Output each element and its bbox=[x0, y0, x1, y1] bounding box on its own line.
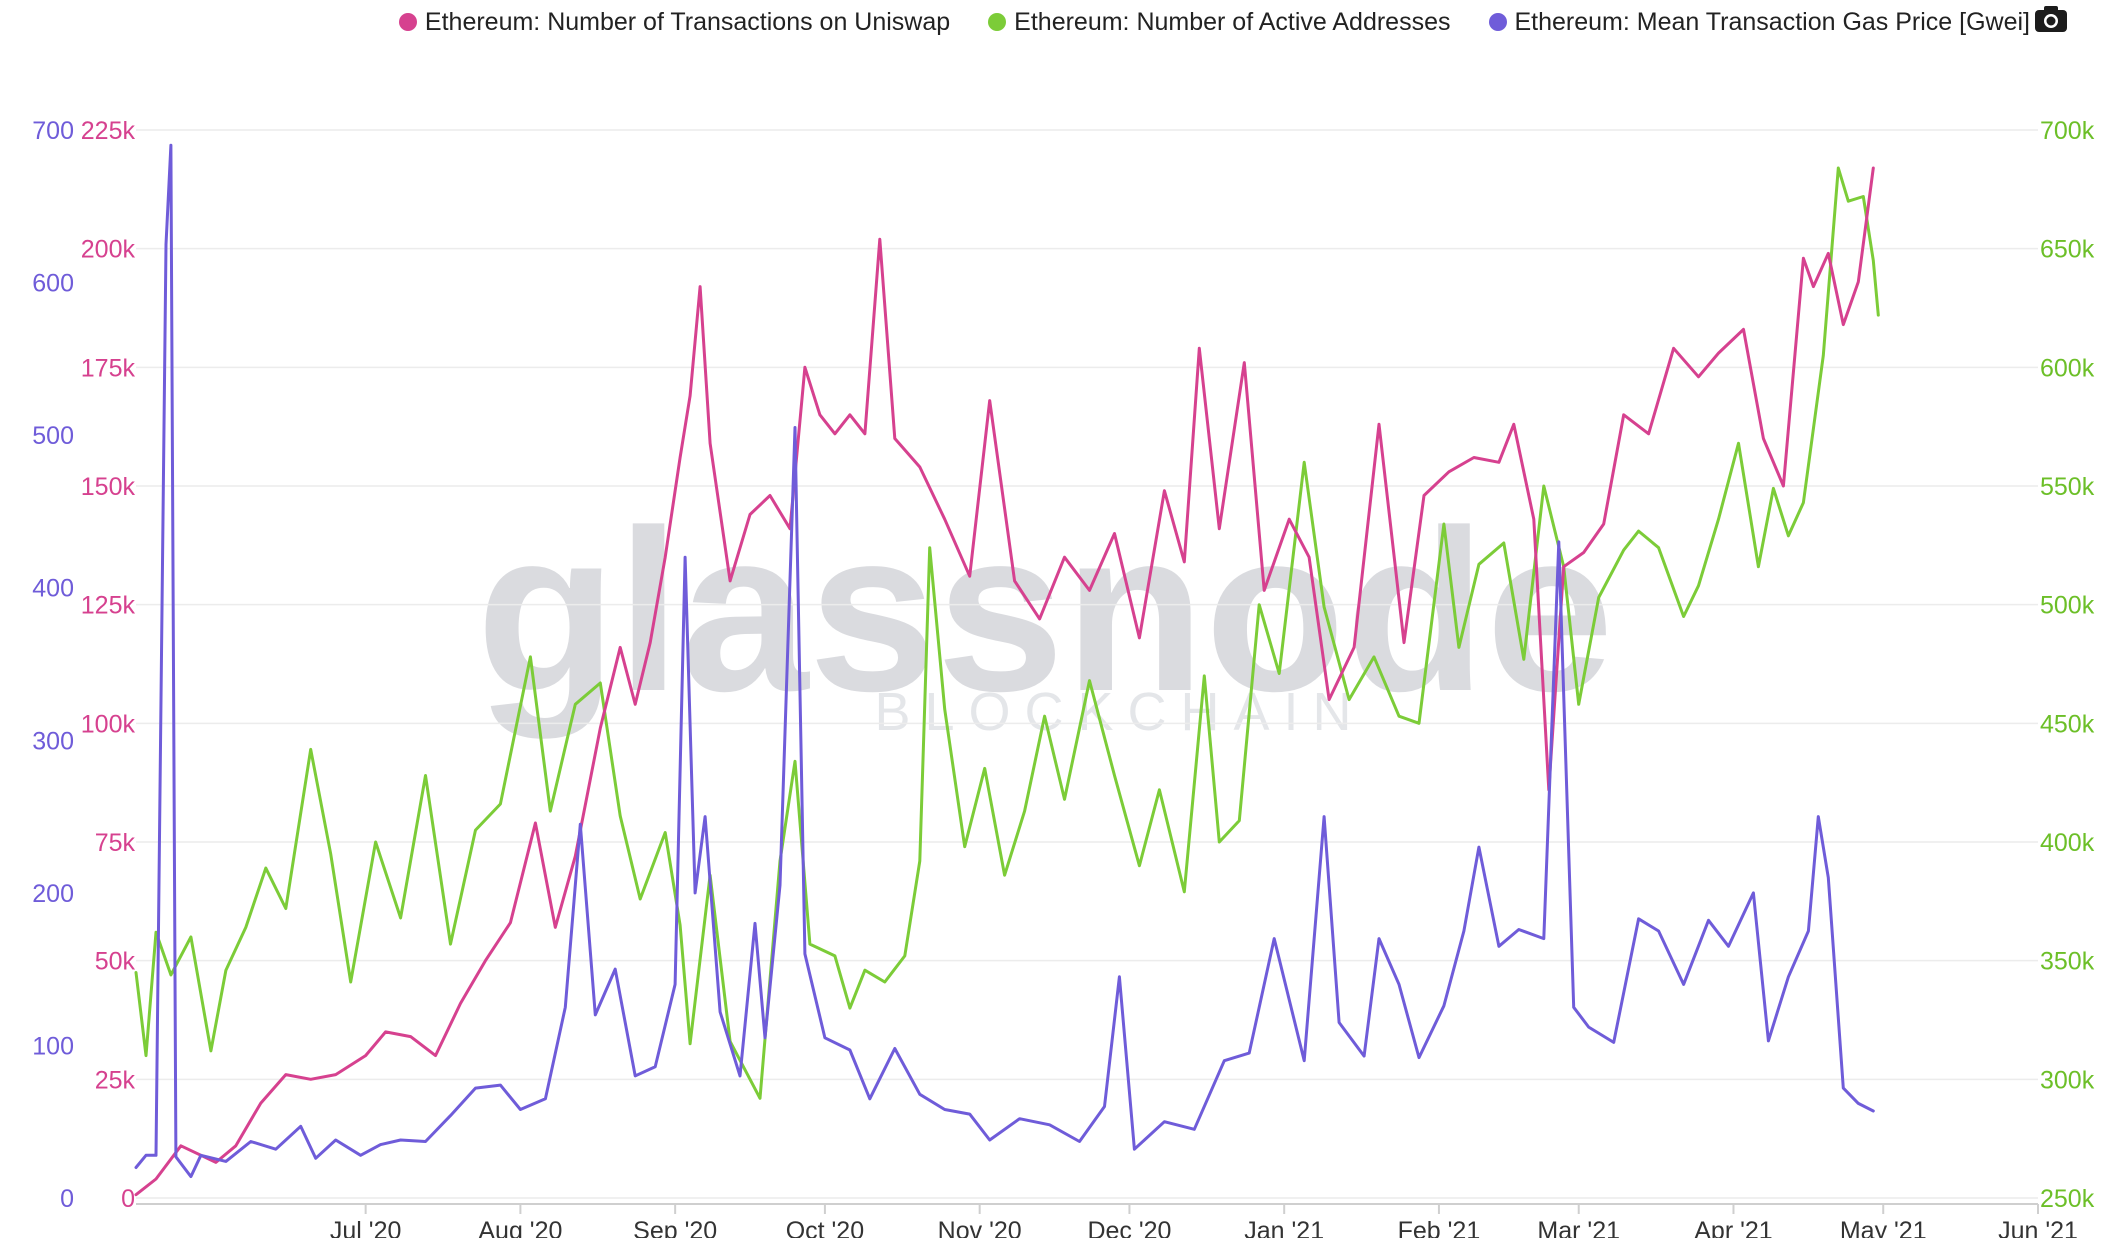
legend-item-active-addresses[interactable]: Ethereum: Number of Active Addresses bbox=[988, 7, 1451, 37]
y-left-tick-gas: 700 bbox=[32, 117, 74, 145]
x-tick-label: Jun '21 bbox=[1998, 1217, 2078, 1238]
x-tick-label: Sep '20 bbox=[633, 1217, 717, 1238]
x-tick-label: Jul '20 bbox=[330, 1217, 401, 1238]
y-left-tick-uniswap: 50k bbox=[95, 948, 136, 976]
legend-label-uniswap: Ethereum: Number of Transactions on Unis… bbox=[424, 7, 951, 36]
x-tick-label: Nov '20 bbox=[938, 1217, 1022, 1238]
y-right-tick-active: 300k bbox=[2040, 1066, 2095, 1094]
y-right-tick-active: 400k bbox=[2040, 829, 2095, 857]
grid bbox=[136, 129, 2038, 1199]
y-left-tick-uniswap: 75k bbox=[95, 829, 136, 857]
y-left-tick-uniswap: 125k bbox=[81, 592, 136, 620]
y-right-tick-active: 250k bbox=[2040, 1185, 2095, 1213]
y-left-tick-gas: 400 bbox=[32, 575, 74, 603]
y-left-tick-uniswap: 25k bbox=[95, 1066, 136, 1094]
y-left-tick-gas: 600 bbox=[32, 270, 74, 298]
y-right-tick-active: 650k bbox=[2040, 236, 2095, 264]
legend-label-gas-price: Ethereum: Mean Transaction Gas Price [Gw… bbox=[1514, 7, 2031, 36]
x-tick-label: May '21 bbox=[1840, 1217, 1927, 1238]
y-right-tick-active: 500k bbox=[2040, 592, 2095, 620]
legend-item-gas-price[interactable]: Ethereum: Mean Transaction Gas Price [Gw… bbox=[1488, 7, 2031, 37]
y-right-tick-active: 450k bbox=[2040, 710, 2095, 738]
x-tick-label: Feb '21 bbox=[1398, 1217, 1481, 1238]
camera-icon[interactable] bbox=[2034, 4, 2068, 34]
y-right-tick-active: 600k bbox=[2040, 354, 2095, 382]
x-tick-label: Aug '20 bbox=[478, 1217, 562, 1238]
series-line-gas[interactable] bbox=[134, 143, 1875, 1179]
axes: Jul '20 Aug '20 Sep '20 Oct '20 Nov '20 Dec '… bbox=[32, 117, 2094, 1238]
x-tick-label: Dec '20 bbox=[1087, 1217, 1171, 1238]
legend-marker-gas-price bbox=[1488, 13, 1507, 31]
y-left-tick-gas: 0 bbox=[60, 1185, 74, 1213]
series bbox=[134, 143, 1880, 1197]
legend: Ethereum: Number of Transactions on Unis… bbox=[0, 4, 2030, 40]
y-left-tick-gas: 300 bbox=[32, 727, 74, 755]
y-left-tick-gas: 200 bbox=[32, 880, 74, 908]
legend-item-uniswap-transactions[interactable]: Ethereum: Number of Transactions on Unis… bbox=[398, 7, 951, 37]
x-tick-label: Mar '21 bbox=[1537, 1217, 1620, 1238]
y-left-tick-uniswap: 150k bbox=[81, 473, 136, 501]
y-left-tick-uniswap: 100k bbox=[81, 710, 136, 738]
y-right-tick-active: 350k bbox=[2040, 948, 2095, 976]
legend-label-active-addresses: Ethereum: Number of Active Addresses bbox=[1014, 7, 1451, 36]
y-right-tick-active: 700k bbox=[2040, 117, 2095, 145]
legend-marker-active-addresses bbox=[988, 13, 1007, 31]
watermark: glassnode BLOCKCHAIN bbox=[476, 482, 1614, 742]
watermark-text: glassnode bbox=[476, 482, 1614, 739]
y-left-tick-uniswap: 200k bbox=[81, 236, 136, 264]
series-line-uniswap[interactable] bbox=[134, 166, 1875, 1197]
series-line-active[interactable] bbox=[134, 166, 1880, 1100]
x-tick-label: Oct '20 bbox=[786, 1217, 864, 1238]
y-left-tick-uniswap: 175k bbox=[81, 354, 136, 382]
legend-marker-uniswap bbox=[398, 13, 417, 31]
x-tick-label: Jan '21 bbox=[1244, 1217, 1324, 1238]
watermark-subtext: BLOCKCHAIN bbox=[874, 682, 1365, 742]
y-left-tick-uniswap: 225k bbox=[81, 117, 136, 145]
x-tick-label: Apr '21 bbox=[1694, 1217, 1772, 1238]
y-left-tick-uniswap: 0 bbox=[121, 1185, 135, 1213]
y-left-tick-gas: 500 bbox=[32, 422, 74, 450]
y-left-tick-gas: 100 bbox=[32, 1032, 74, 1060]
y-right-tick-active: 550k bbox=[2040, 473, 2095, 501]
